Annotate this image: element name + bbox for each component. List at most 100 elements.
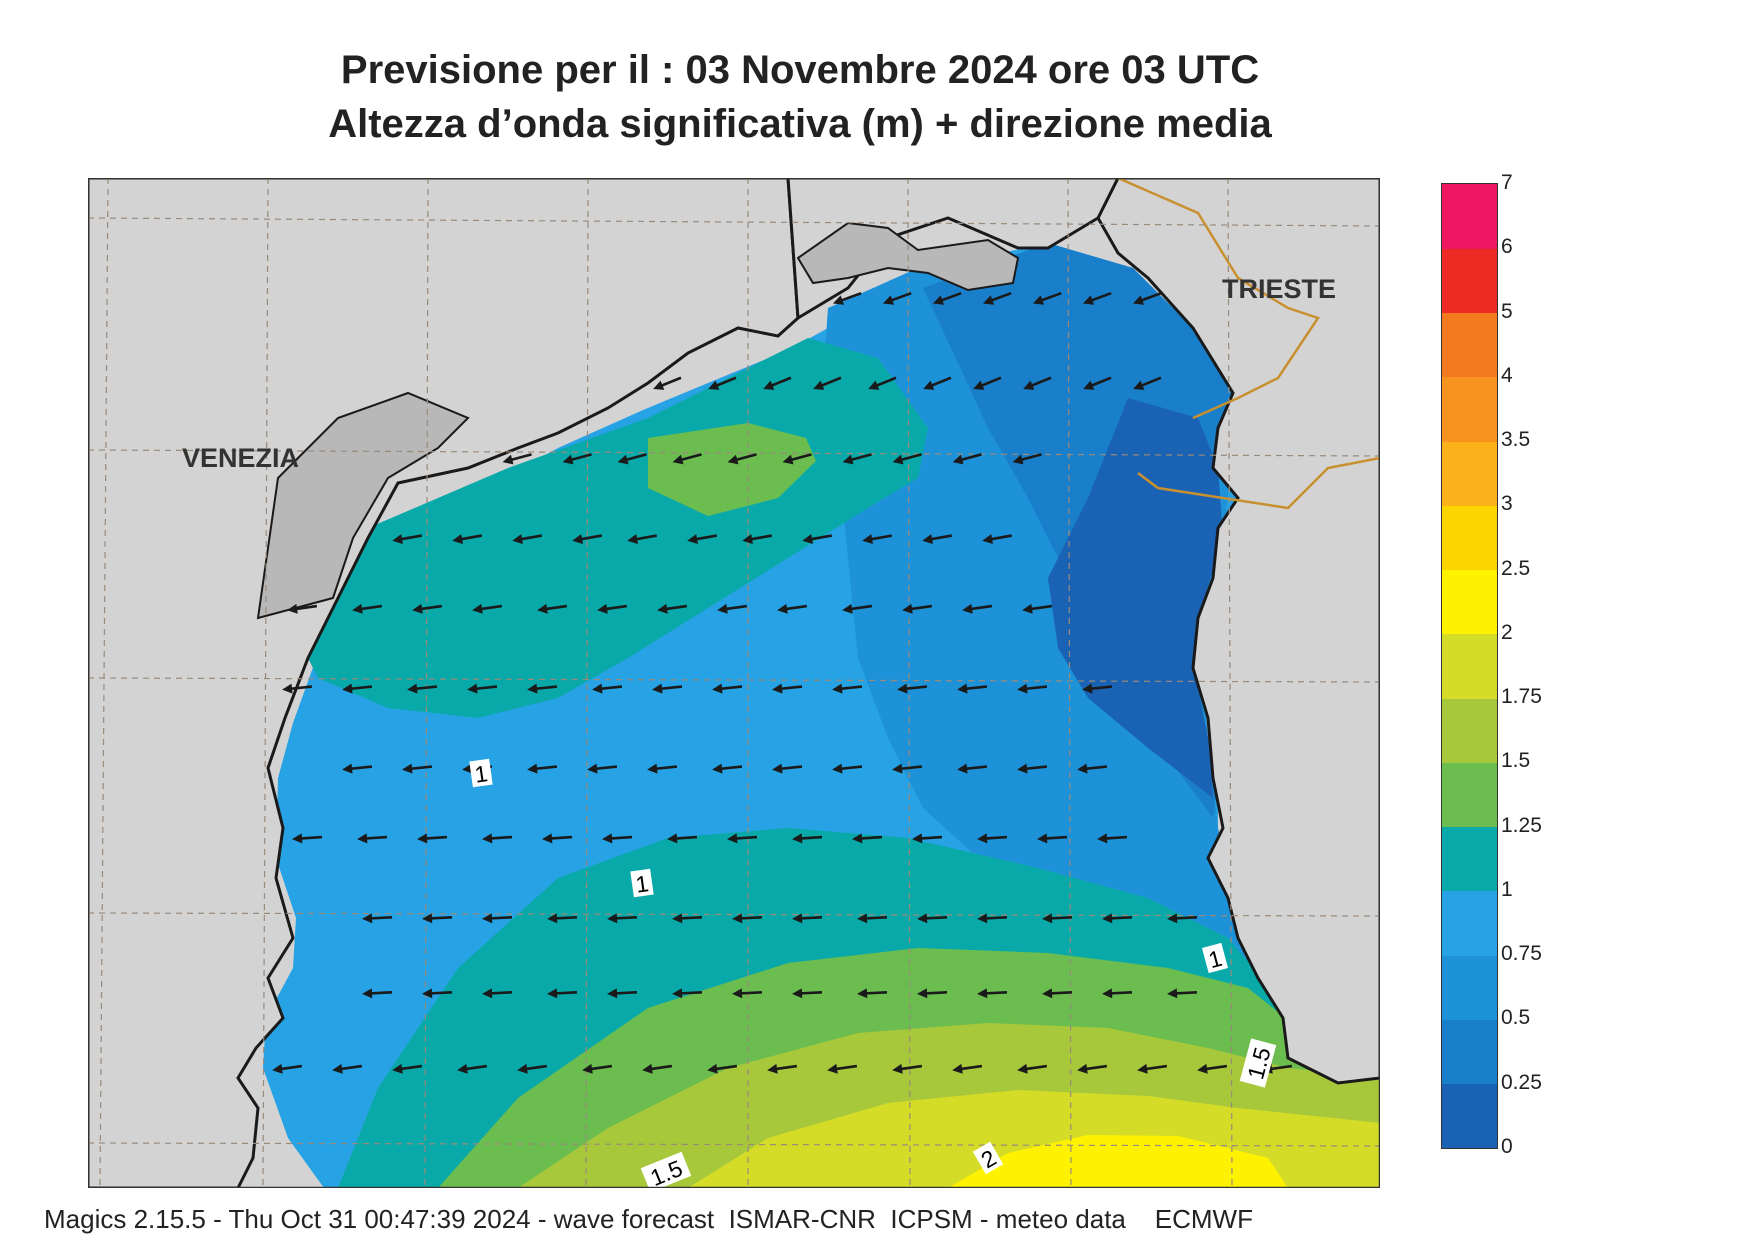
wave-arrow: [772, 683, 803, 694]
wave-arrow: [957, 683, 988, 694]
wave-arrow: [602, 833, 633, 844]
wave-arrow: [457, 1063, 488, 1074]
colorbar-segment: [1442, 762, 1497, 828]
wave-arrow: [1042, 913, 1073, 924]
wave-arrow: [712, 683, 743, 694]
wave-arrow: [352, 603, 383, 614]
wave-arrow: [547, 988, 578, 999]
wave-arrow: [582, 1063, 613, 1074]
wave-arrow: [687, 534, 718, 544]
wave-arrow: [832, 763, 863, 774]
wave-arrow: [727, 833, 758, 844]
wave-arrow: [527, 683, 558, 694]
wave-arrow: [642, 1063, 673, 1074]
wave-arrow: [902, 603, 933, 614]
wave-arrow: [357, 833, 388, 844]
wave-arrow: [1037, 833, 1068, 844]
wave-arrow: [707, 1063, 738, 1074]
wave-arrow: [1077, 763, 1108, 774]
wave-arrow: [527, 763, 558, 774]
wave-arrow: [1133, 376, 1162, 390]
wave-arrow: [977, 833, 1008, 844]
wave-arrow: [362, 988, 393, 999]
wave-arrow: [672, 453, 702, 465]
wave-arrow: [1042, 988, 1073, 999]
venice-coast-land: [88, 178, 800, 1188]
contour-label: 1: [630, 868, 654, 898]
wave-arrow: [792, 833, 823, 844]
colorbar-tick-label: 0: [1501, 1135, 1513, 1158]
wave-arrow: [868, 376, 897, 390]
wave-arrow: [977, 913, 1008, 924]
wave-arrow: [587, 763, 618, 774]
wave-arrow: [977, 988, 1008, 999]
wave-arrow: [647, 763, 678, 774]
contour-label: 1: [1201, 942, 1229, 973]
wave-arrow: [732, 988, 763, 999]
wave-arrow: [1102, 988, 1133, 999]
wave-arrow: [772, 763, 803, 774]
wave-arrow: [627, 534, 658, 544]
wave-arrow: [832, 291, 862, 305]
istria-land: [1096, 178, 1380, 1085]
wave-arrow: [332, 1063, 363, 1074]
wave-arrow: [862, 534, 893, 544]
colorbar-tick-label: 0.5: [1501, 1006, 1531, 1030]
wave-arrow: [708, 376, 737, 390]
colorbar-segment: [1442, 1019, 1497, 1085]
wave-arrow: [672, 913, 703, 924]
wave-arrow: [657, 603, 688, 614]
wave-arrow: [547, 913, 578, 924]
wave-arrow: [482, 988, 513, 999]
wave-arrow: [362, 913, 393, 924]
map-frame: [88, 178, 1380, 1188]
wave-arrow: [452, 534, 483, 544]
wave-arrow: [842, 453, 872, 465]
wave-arrow: [1197, 1063, 1228, 1074]
wave-arrow: [917, 988, 948, 999]
wave-zone-0: [1048, 398, 1223, 798]
wave-arrow: [537, 603, 568, 614]
wave-arrow: [792, 988, 823, 999]
colorbar-tick-label: 1.75: [1501, 685, 1542, 709]
forecast-date-title: Previsione per il : 03 Novembre 2024 ore…: [340, 48, 1260, 92]
map-canvas[interactable]: 1 1 1 1.5 1.5 2: [88, 178, 1380, 1188]
contour-label: 1: [469, 758, 493, 788]
wave-arrow: [653, 376, 682, 390]
wave-arrow: [1032, 291, 1062, 305]
wave-arrow: [467, 683, 498, 694]
colorbar-tick-label: 7: [1501, 171, 1513, 194]
wave-arrow: [767, 1063, 798, 1074]
colorbar-tick-label: 5: [1501, 299, 1513, 323]
wave-arrow: [512, 534, 543, 544]
colorbar-segment: [1442, 1083, 1497, 1149]
wave-arrow: [727, 453, 757, 465]
wave-arrow: [732, 913, 763, 924]
wave-map[interactable]: 1 1 1 1.5 1.5 2: [88, 178, 1380, 1188]
wave-arrow: [892, 453, 922, 465]
colorbar-segment: [1442, 441, 1497, 506]
svg-text:1: 1: [634, 870, 650, 898]
colorbar-segment: [1442, 312, 1497, 378]
wave-arrow: [882, 291, 912, 305]
wave-arrow: [1132, 291, 1162, 305]
wave-arrow: [857, 913, 888, 924]
wave-arrow: [827, 1063, 858, 1074]
colorbar-tick-label: 0.25: [1501, 1070, 1542, 1094]
wave-arrow: [923, 376, 952, 390]
wave-arrow: [897, 683, 928, 694]
wave-arrow: [742, 534, 773, 544]
wave-arrow: [1012, 453, 1042, 465]
wave-arrow: [1017, 763, 1048, 774]
wave-arrow: [717, 603, 748, 614]
national-border: [1117, 178, 1380, 510]
colorbar-segment: [1442, 248, 1497, 314]
wave-arrow: [912, 833, 943, 844]
wave-arrow: [652, 683, 683, 694]
colorbar-tick-label: 1.5: [1501, 749, 1531, 773]
wave-arrow: [592, 683, 623, 694]
wave-arrow: [813, 376, 842, 390]
colorbar-tick-label: 2: [1501, 620, 1513, 644]
wave-arrow: [1137, 1063, 1168, 1074]
wave-direction-arrows: [272, 291, 1293, 1074]
